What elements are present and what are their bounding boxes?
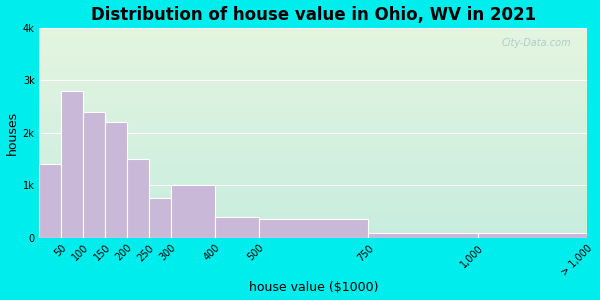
Text: City-Data.com: City-Data.com [502, 38, 571, 48]
Bar [149, 199, 171, 238]
Bar [215, 217, 259, 238]
Bar [83, 112, 105, 238]
Title: Distribution of house value in Ohio, WV in 2021: Distribution of house value in Ohio, WV … [91, 6, 536, 24]
Bar [40, 164, 61, 238]
X-axis label: house value ($1000): house value ($1000) [248, 281, 378, 294]
Bar [171, 185, 215, 238]
Bar [61, 91, 83, 238]
Bar [259, 220, 368, 238]
Y-axis label: houses: houses [5, 111, 19, 155]
Bar [127, 159, 149, 238]
Bar [368, 232, 478, 238]
Bar [478, 232, 587, 238]
Bar [105, 122, 127, 238]
